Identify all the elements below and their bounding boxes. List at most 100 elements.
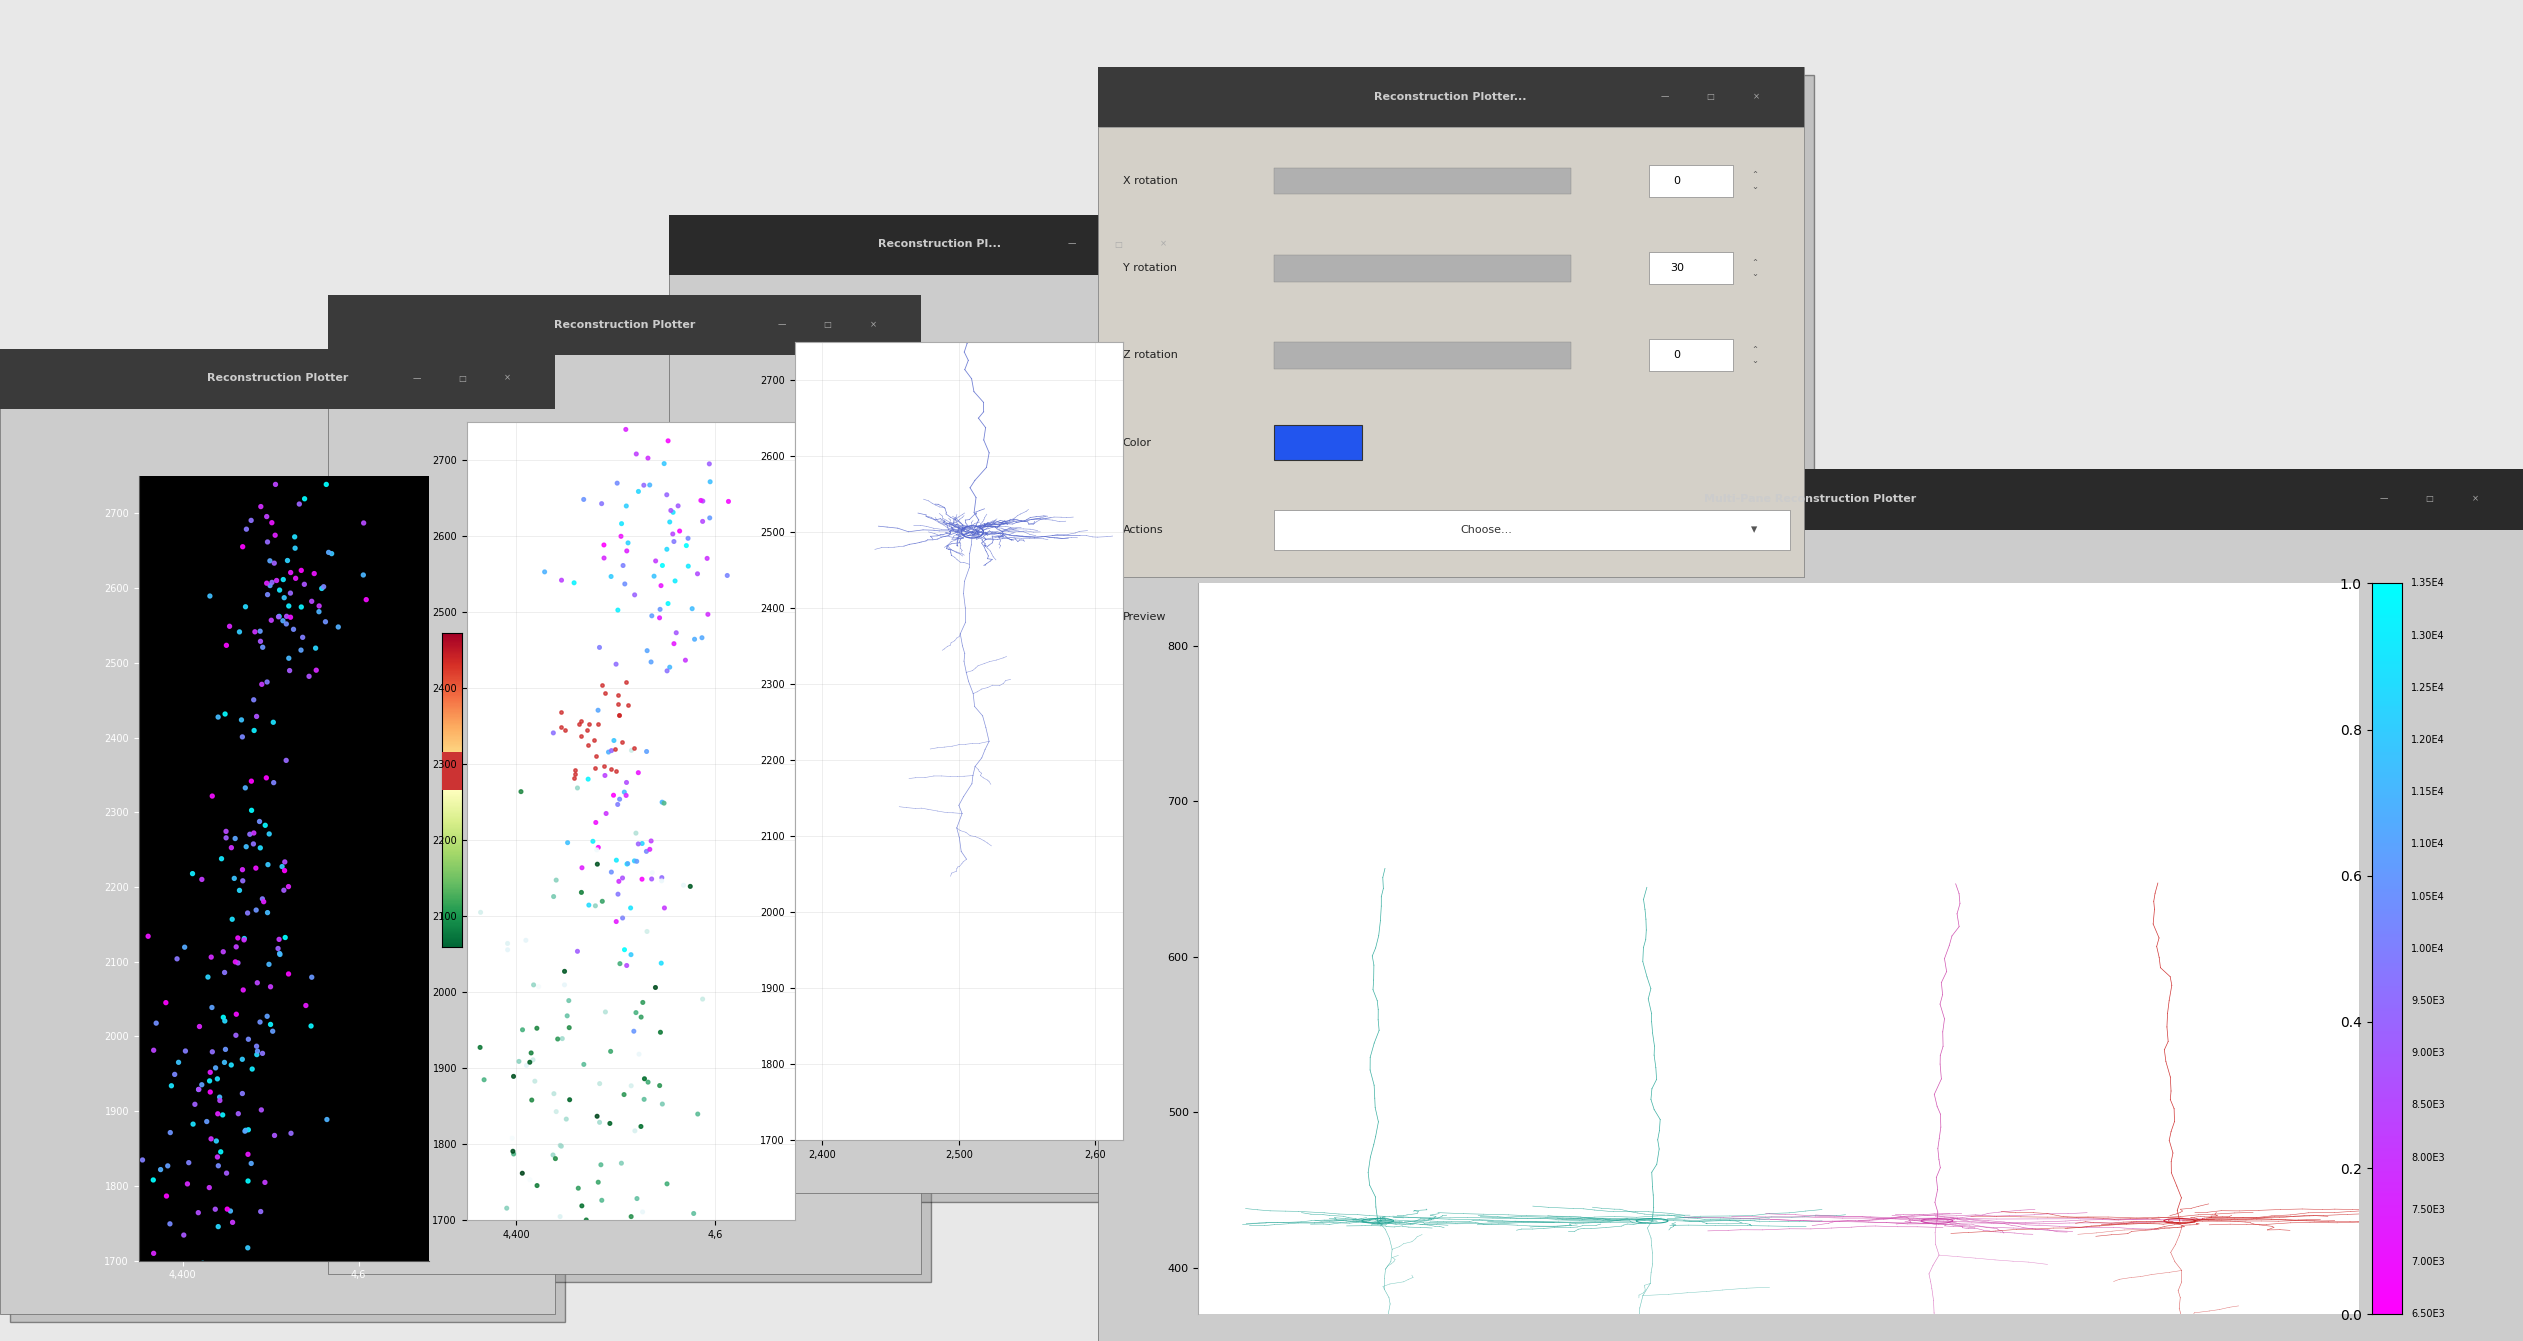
Point	[247, 767, 288, 789]
Point	[598, 884, 638, 905]
Point	[172, 862, 212, 884]
Point	[603, 908, 643, 929]
FancyBboxPatch shape	[1274, 168, 1572, 194]
Point	[237, 972, 278, 994]
Point	[202, 848, 242, 869]
Point	[616, 1120, 656, 1141]
Point	[214, 868, 255, 889]
Text: 8.00E3: 8.00E3	[2412, 1152, 2445, 1163]
Point	[197, 1069, 237, 1090]
Point	[202, 941, 242, 963]
Point	[535, 869, 575, 890]
Point	[260, 944, 300, 966]
Point	[606, 955, 646, 976]
Point	[659, 495, 699, 516]
Point	[628, 1071, 669, 1093]
Point	[487, 939, 527, 960]
Point	[681, 628, 722, 649]
Point	[631, 475, 671, 496]
Point	[116, 1165, 156, 1187]
Point	[611, 740, 651, 762]
Point	[578, 839, 618, 861]
Point	[570, 1282, 611, 1303]
Point	[285, 574, 325, 595]
Point	[250, 1014, 290, 1035]
Point	[598, 870, 638, 892]
Point	[237, 1035, 278, 1057]
Point	[598, 794, 638, 815]
Point	[555, 763, 595, 784]
Text: Reconstruction Plotter: Reconstruction Plotter	[553, 319, 696, 330]
Point	[187, 1110, 227, 1132]
Point	[225, 1120, 265, 1141]
Point	[189, 1070, 230, 1092]
Point	[603, 782, 643, 803]
Point	[267, 963, 308, 984]
Point	[669, 527, 709, 548]
Point	[623, 1067, 664, 1089]
Point	[222, 860, 262, 881]
Point	[684, 491, 724, 512]
Point	[439, 1059, 479, 1081]
Point	[674, 629, 714, 650]
Point	[260, 929, 300, 951]
Point	[585, 803, 626, 825]
Text: —: —	[1067, 240, 1077, 248]
Point	[515, 1070, 555, 1092]
Point	[578, 1105, 618, 1126]
Point	[252, 712, 293, 734]
Point	[464, 1069, 505, 1090]
Point	[603, 868, 643, 889]
Point	[204, 1051, 245, 1073]
Point	[265, 750, 305, 771]
Point	[255, 1125, 295, 1147]
Point	[578, 700, 618, 721]
Point	[212, 1212, 252, 1234]
Point	[595, 653, 636, 675]
Point	[222, 1049, 262, 1070]
Text: Reconstruction Plotter: Reconstruction Plotter	[207, 373, 348, 384]
Point	[583, 1189, 623, 1211]
Point	[197, 1130, 237, 1152]
Point	[235, 857, 275, 878]
Point	[618, 833, 659, 854]
Point	[674, 1203, 714, 1224]
Text: ✓: ✓	[1297, 611, 1307, 622]
Point	[575, 746, 616, 767]
Point	[270, 606, 310, 628]
Point	[646, 660, 686, 681]
Point	[169, 1283, 209, 1305]
Point	[618, 762, 659, 783]
Point	[623, 992, 664, 1014]
Point	[643, 1251, 684, 1273]
Point	[600, 1152, 641, 1173]
Point	[275, 526, 315, 547]
Text: 1.30E4: 1.30E4	[2412, 630, 2445, 641]
Point	[275, 538, 315, 559]
Bar	[442, 752, 462, 790]
Text: 1.10E4: 1.10E4	[2412, 839, 2445, 849]
Point	[265, 927, 305, 948]
Point	[209, 1200, 250, 1222]
Point	[280, 640, 320, 661]
FancyBboxPatch shape	[1648, 339, 1733, 371]
Point	[606, 784, 646, 806]
FancyBboxPatch shape	[1648, 165, 1733, 197]
Point	[232, 833, 272, 854]
Point	[598, 599, 638, 621]
FancyBboxPatch shape	[1648, 252, 1733, 284]
Point	[250, 953, 290, 975]
Point	[590, 861, 631, 882]
Point	[495, 1290, 535, 1311]
Point	[270, 582, 310, 603]
Point	[578, 837, 618, 858]
Point	[245, 1172, 285, 1193]
Point	[288, 665, 328, 687]
Point	[235, 621, 275, 642]
Point	[558, 713, 598, 735]
Text: 1.20E4: 1.20E4	[2412, 735, 2445, 746]
Point	[590, 566, 631, 587]
Point	[641, 952, 681, 974]
Point	[227, 1144, 267, 1165]
Point	[646, 484, 686, 506]
